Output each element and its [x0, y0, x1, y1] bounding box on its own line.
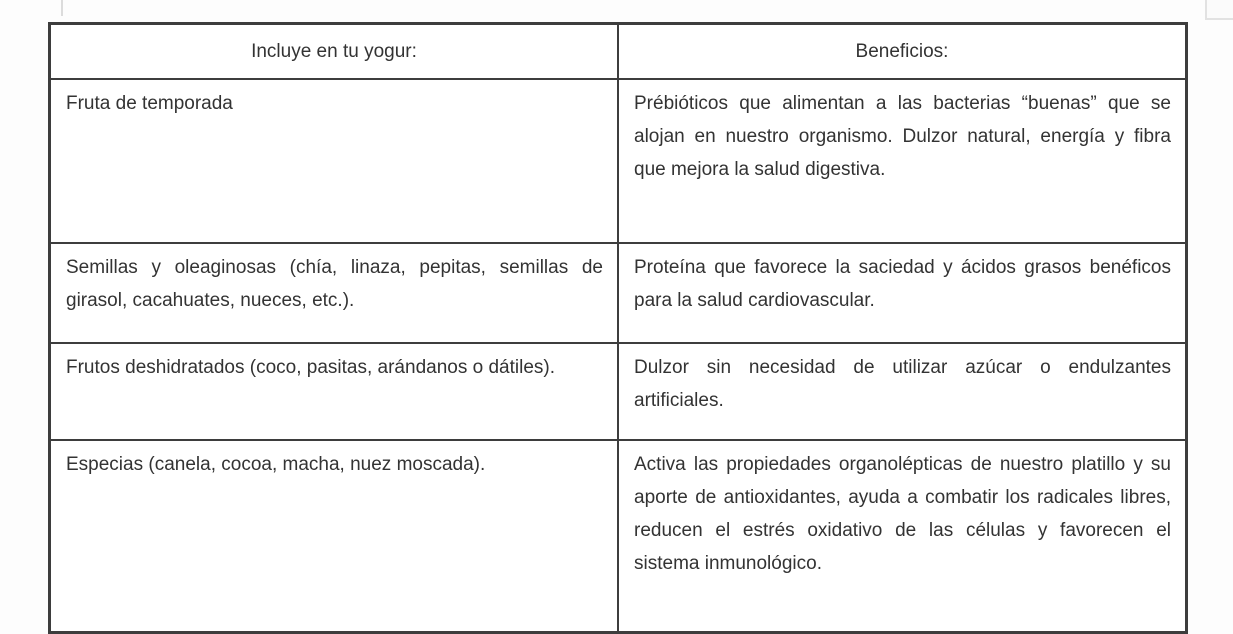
- page-edge-artifact-corner: [1205, 0, 1233, 20]
- include-cell-especias: Especias (canela, cocoa, macha, nuez mos…: [48, 439, 619, 634]
- header-benefits-column: Beneficios:: [617, 22, 1188, 80]
- include-cell-fruta: Fruta de temporada: [48, 78, 619, 244]
- benefit-cell-fruta: Prébióticos que alimentan a las bacteria…: [617, 78, 1188, 244]
- benefit-cell-semillas: Proteína que favorece la saciedad y ácid…: [617, 242, 1188, 344]
- include-cell-frutos-deshidratados: Frutos deshidratados (coco, pasitas, ará…: [48, 342, 619, 441]
- include-cell-semillas: Semillas y oleaginosas (chía, linaza, pe…: [48, 242, 619, 344]
- document-page: { "table": { "headers": [ { "label": "In…: [48, 0, 1233, 634]
- header-include-column: Incluye en tu yogur:: [48, 22, 619, 80]
- yogurt-benefits-table: Incluye en tu yogur: Beneficios: Fruta d…: [48, 22, 1188, 634]
- page-edge-artifact-left: [61, 0, 63, 16]
- benefit-cell-frutos-deshidratados: Dulzor sin necesidad de utilizar azúcar …: [617, 342, 1188, 441]
- benefit-cell-especias: Activa las propiedades organolépticas de…: [617, 439, 1188, 634]
- table-header-row: Incluye en tu yogur: Beneficios:: [48, 22, 1188, 80]
- table-row: Frutos deshidratados (coco, pasitas, ará…: [48, 342, 1188, 441]
- table-row: Fruta de temporada Prébióticos que alime…: [48, 78, 1188, 244]
- table-row: Especias (canela, cocoa, macha, nuez mos…: [48, 439, 1188, 634]
- table-row: Semillas y oleaginosas (chía, linaza, pe…: [48, 242, 1188, 344]
